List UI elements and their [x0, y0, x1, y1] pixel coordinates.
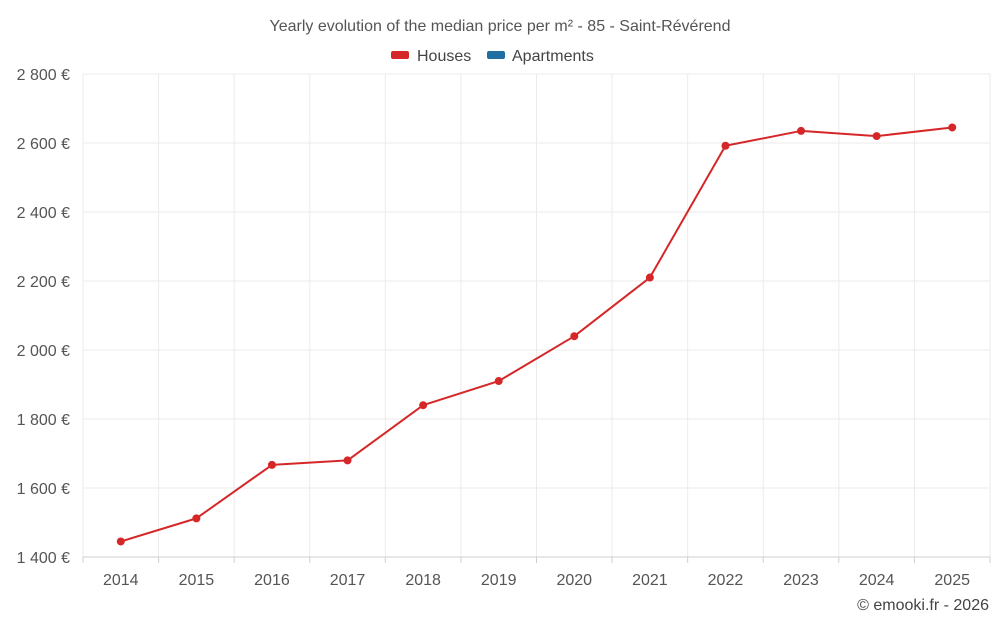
legend-item-apartments[interactable]: Apartments — [487, 48, 594, 65]
data-point-houses[interactable] — [570, 332, 579, 341]
data-point-houses[interactable] — [419, 401, 428, 410]
x-tick-label: 2024 — [859, 572, 895, 589]
data-point-houses[interactable] — [494, 377, 503, 386]
x-tick-label: 2015 — [179, 572, 215, 589]
x-tick-label: 2020 — [556, 572, 592, 589]
legend[interactable]: Houses Apartments — [391, 48, 594, 65]
y-tick-label: 2 400 € — [17, 205, 70, 222]
x-tick-label: 2014 — [103, 572, 139, 589]
series — [116, 123, 957, 546]
legend-swatch-houses — [391, 51, 409, 59]
y-tick-label: 1 400 € — [17, 550, 70, 567]
x-tick-label: 2023 — [783, 572, 819, 589]
data-point-houses[interactable] — [797, 126, 806, 135]
legend-item-houses[interactable]: Houses — [391, 48, 471, 65]
series-line-houses — [120, 126, 953, 543]
data-point-houses[interactable] — [116, 537, 125, 546]
legend-swatch-apartments — [487, 51, 505, 59]
data-point-houses[interactable] — [872, 132, 881, 141]
y-tick-label: 1 600 € — [17, 481, 70, 498]
data-point-houses[interactable] — [343, 456, 352, 465]
credit-text: © emooki.fr - 2026 — [857, 597, 989, 614]
y-tick-label: 2 200 € — [17, 274, 70, 291]
x-tick-label: 2017 — [330, 572, 366, 589]
y-tick-label: 2 600 € — [17, 136, 70, 153]
x-tick-label: 2021 — [632, 572, 668, 589]
y-axis: 1 400 € 1 600 € 1 800 € 2 000 € 2 200 € 2 400… — [17, 67, 70, 567]
data-point-houses[interactable] — [948, 123, 957, 132]
x-tick-label: 2018 — [405, 572, 441, 589]
data-point-houses[interactable] — [645, 273, 654, 282]
y-tick-label: 1 800 € — [17, 412, 70, 429]
data-point-houses[interactable] — [267, 460, 276, 469]
chart-title: Yearly evolution of the median price per… — [270, 18, 731, 35]
x-tick-label: 2019 — [481, 572, 517, 589]
y-tick-label: 2 800 € — [17, 67, 70, 84]
data-point-houses[interactable] — [721, 141, 730, 150]
x-axis: 2014 2015 2016 2017 2018 2019 2020 2021 2022 2023… — [82, 556, 991, 589]
x-tick-label: 2016 — [254, 572, 290, 589]
x-tick-label: 2025 — [934, 572, 970, 589]
grid — [82, 73, 991, 558]
legend-label-houses: Houses — [417, 48, 471, 65]
data-point-houses[interactable] — [192, 514, 201, 523]
x-tick-label: 2022 — [708, 572, 744, 589]
legend-label-apartments: Apartments — [512, 48, 594, 65]
y-tick-label: 2 000 € — [17, 343, 70, 360]
